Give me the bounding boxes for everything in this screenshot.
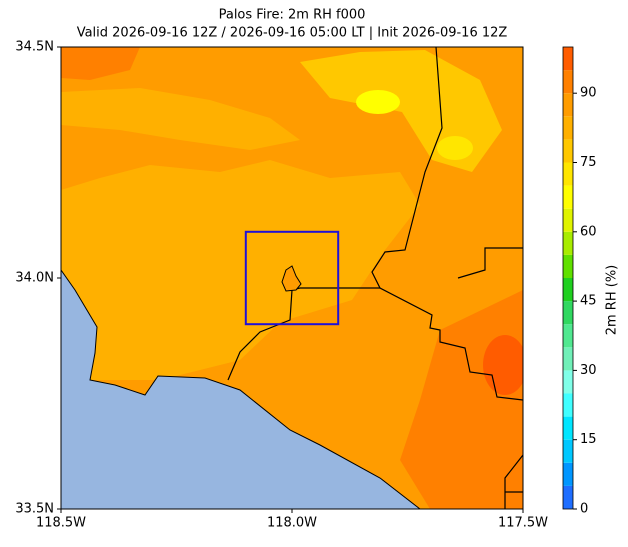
field-region [356,90,400,114]
colorbar-band [563,116,573,140]
coastline [61,269,421,509]
map-field [61,47,523,509]
y-tick-label: 34.5N [15,40,54,55]
colorbar-band [563,93,573,117]
colorbar-band [563,139,573,163]
x-tick-label: 117.5W [498,516,548,531]
field-region [483,335,523,395]
colorbar-band [563,254,573,278]
field-region [437,136,473,160]
y-tick-label: 33.5N [15,502,54,517]
colorbar-tick-label: 90 [580,86,597,101]
colorbar-band [563,462,573,486]
colorbar-band [563,485,573,509]
colorbar-band [563,208,573,232]
colorbar-band [563,347,573,371]
ocean [61,270,420,509]
colorbar-band [563,439,573,463]
colorbar-band [563,70,573,94]
field-region [61,88,300,150]
colorbar-band [563,324,573,348]
colorbar-tick-label: 30 [580,363,597,378]
fire-perimeter [281,265,302,292]
colorbar-band [563,301,573,325]
y-tick-label: 34.0N [15,271,54,286]
colorbar-tick-label: 45 [580,294,597,309]
county-border [457,247,523,509]
colorbar-tick-label: 60 [580,224,597,239]
focus-box [244,230,340,326]
colorbar-band [563,47,573,71]
colorbar-tick-label: 75 [580,155,597,170]
colorbar-frame [562,46,574,510]
field-region [61,47,140,80]
colorbar-band [563,416,573,440]
colorbar-tick-label: 15 [580,432,597,447]
chart-subtitle: Valid 2026-09-16 12Z / 2026-09-16 05:00 … [77,26,508,41]
colorbar-band [563,370,573,394]
field-region [61,160,420,380]
colorbar-tick-label: 0 [580,502,588,517]
colorbar-band [563,231,573,255]
colorbar-band [563,278,573,302]
colorbar-band [563,162,573,186]
x-tick-label: 118.5W [36,516,86,531]
x-tick-label: 118.0W [267,516,317,531]
colorbar-band [563,393,573,417]
county-border [227,287,380,381]
county-border [371,47,523,401]
colorbar-label: 2m RH (%) [605,265,620,336]
chart-title: Palos Fire: 2m RH f000 [219,8,366,23]
colorbar-band [563,185,573,209]
